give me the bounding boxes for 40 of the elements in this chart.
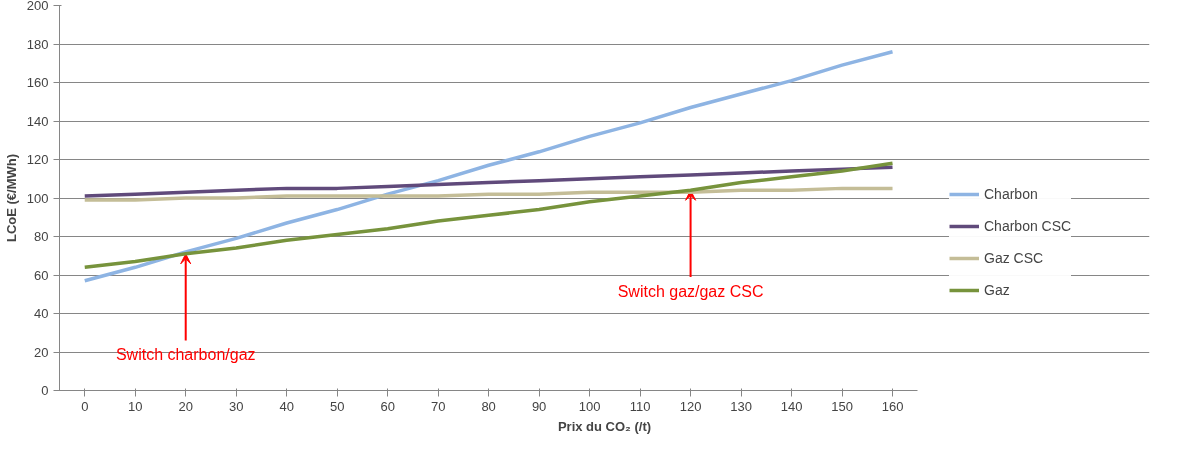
x-tick-label: 40 xyxy=(279,398,294,414)
y-axis-title: LCoE (€/MWh) xyxy=(3,153,19,243)
x-tick-label: 150 xyxy=(831,398,853,414)
annotation: Switch charbon/gaz xyxy=(115,346,256,364)
x-tick-label: 50 xyxy=(329,398,345,414)
y-tick-label: 200 xyxy=(26,0,49,13)
x-tick-label: 80 xyxy=(481,398,496,414)
legend-label: Gaz CSC xyxy=(984,250,1044,266)
y-tick-label: 180 xyxy=(26,36,49,52)
legend-label: Gaz xyxy=(984,282,1010,298)
y-tick-label: 140 xyxy=(26,113,49,129)
x-tick-label: 90 xyxy=(531,398,547,414)
x-tick-label: 30 xyxy=(228,398,244,414)
x-tick-label: 70 xyxy=(430,398,446,414)
x-axis-title: Prix du CO₂ (/t) xyxy=(557,418,652,434)
legend-label: Charbon xyxy=(984,186,1038,202)
legend-label: Charbon CSC xyxy=(984,218,1072,234)
x-tick-label: 100 xyxy=(578,398,601,414)
line-series xyxy=(82,165,895,198)
x-tick-label: 120 xyxy=(679,398,702,414)
x-tick-label: 130 xyxy=(730,398,752,414)
y-tick-label: 80 xyxy=(34,229,49,244)
line-series xyxy=(82,161,895,270)
y-tick-label: 40 xyxy=(34,306,49,321)
x-tick-label: 10 xyxy=(128,398,143,414)
y-tick-label: 120 xyxy=(26,152,49,167)
x-tick-label: 140 xyxy=(780,398,803,414)
x-tick-label: 0 xyxy=(81,398,89,414)
x-tick-label: 20 xyxy=(178,398,193,414)
y-tick-label: 20 xyxy=(34,344,49,360)
x-tick-label: 110 xyxy=(629,398,651,414)
line-series xyxy=(82,49,895,283)
annotation: Switch gaz/gaz CSC xyxy=(617,282,764,300)
line-series xyxy=(82,186,895,202)
y-tick-label: 160 xyxy=(26,75,49,90)
y-tick-label: 0 xyxy=(41,383,49,398)
y-tick-label: 60 xyxy=(34,267,49,283)
y-tick-label: 100 xyxy=(26,190,49,206)
x-tick-label: 160 xyxy=(881,398,904,414)
x-tick-label: 60 xyxy=(380,398,395,414)
